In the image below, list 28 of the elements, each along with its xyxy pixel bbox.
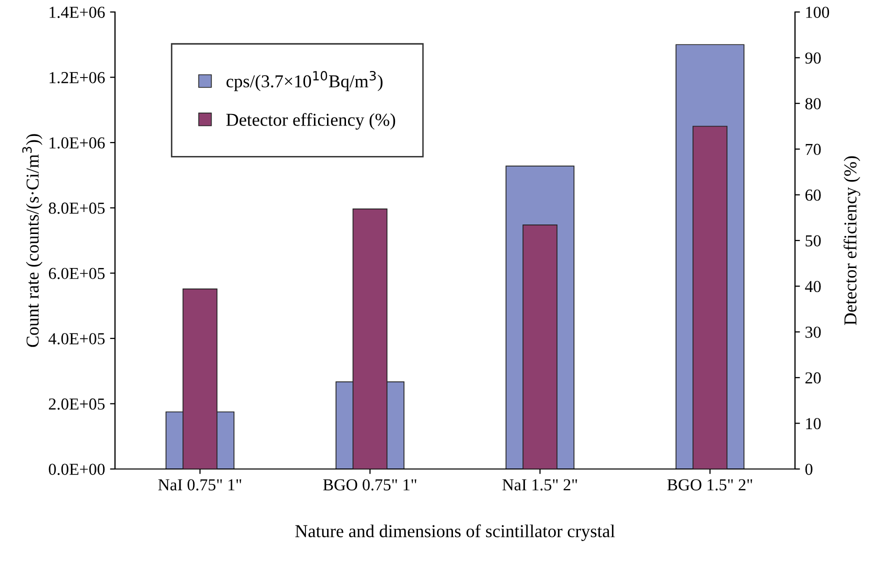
y2-tick-label: 30 [806,326,821,338]
x-tick-label: NaI 1.5" 2" [502,479,578,491]
y-axis-title: Count rate (counts/(s·Ci/m$^{3}$)) [22,134,42,347]
y2-tick-label: 50 [806,235,821,246]
y2-tick-label: 10 [806,418,821,430]
legend-label: Detector efficiency (%) [226,113,396,130]
y-tick-label: 6.0E+05 [48,268,105,280]
y2-tick-label: 20 [805,372,821,384]
y-tick-label: 1.0E+06 [50,137,105,149]
x-tick-label: BGO 1.5" 2" [667,479,752,491]
legend-label: cps/(3.7×10$^{10}$Bq/m$^{3}$) [226,70,383,92]
y2-tick-label: 100 [806,6,830,18]
y-tick-label: 8.0E+05 [48,202,105,214]
y-tick-label: 4.0E+05 [48,333,105,344]
y-tick-label: 0.0E+00 [48,464,105,476]
x-tick-label: BGO 0.75" 1" [323,479,416,491]
y2-tick-label: 80 [805,98,821,110]
x-axis-title: Nature and dimensions of scintillator crystal [295,524,615,541]
y2-tick-label: 0 [805,464,812,475]
y-tick-label: 1.2E+06 [50,72,105,84]
y2-tick-label: 40 [805,280,821,292]
x-tick-label: NaI 0.75" 1" [158,479,242,491]
y-tick-label: 1.4E+06 [50,6,105,18]
y2-tick-label: 60 [805,190,821,201]
y2-tick-label: 90 [805,52,821,64]
y2-axis-title: Detector efficiency (%) [844,156,860,326]
y2-tick-label: 70 [806,144,821,156]
y-tick-label: 2.0E+05 [48,398,105,410]
